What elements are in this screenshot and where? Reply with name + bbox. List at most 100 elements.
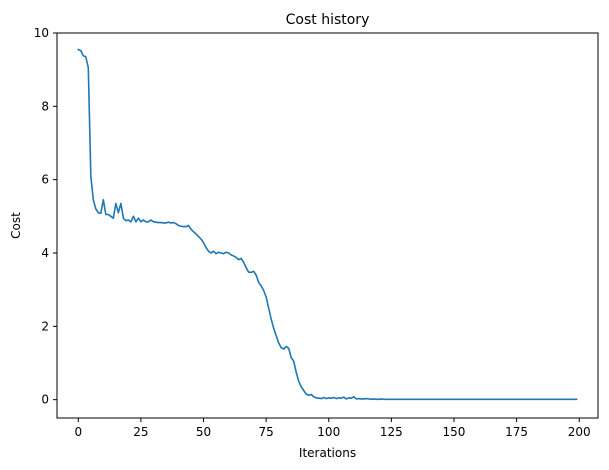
data-point: [212, 250, 215, 252]
data-point: [147, 221, 150, 223]
data-point: [528, 398, 530, 400]
data-point: [105, 213, 107, 216]
data-point: [95, 208, 97, 210]
data-point: [222, 253, 225, 255]
data-point: [190, 228, 192, 230]
data-point: [225, 251, 227, 253]
data-point: [187, 224, 190, 227]
data-point: [373, 398, 375, 400]
data-point: [82, 55, 84, 57]
data-point: [298, 380, 300, 382]
data-point: [370, 398, 372, 400]
data-point: [248, 271, 250, 273]
data-point: [192, 231, 195, 233]
data-point: [107, 213, 109, 216]
x-tick-label: 150: [443, 425, 466, 439]
chart-title: Cost history: [286, 12, 370, 28]
data-point: [232, 255, 235, 257]
data-point: [273, 327, 275, 329]
data-point: [85, 56, 87, 58]
data-point: [368, 398, 370, 400]
data-point: [162, 222, 165, 224]
data-point: [132, 215, 134, 217]
data-point: [385, 398, 387, 400]
data-point: [112, 217, 114, 219]
data-point: [378, 398, 380, 400]
data-point: [197, 235, 200, 238]
data-point: [305, 393, 307, 395]
data-point: [80, 50, 82, 52]
data-point: [195, 233, 197, 235]
data-point: [127, 219, 129, 221]
data-point: [365, 397, 367, 400]
x-tick-label: 25: [133, 425, 148, 439]
data-point: [288, 347, 290, 349]
y-axis-title: Cost: [9, 212, 23, 239]
data-point: [165, 222, 167, 224]
data-point: [278, 342, 280, 344]
data-point: [110, 215, 112, 217]
data-point: [167, 221, 170, 223]
data-point: [122, 217, 124, 219]
y-tick-label: 8: [41, 99, 49, 113]
y-tick-label: 10: [34, 26, 49, 40]
data-point: [350, 397, 352, 399]
plot-area-frame: [56, 32, 599, 419]
data-point: [345, 398, 347, 400]
data-point: [245, 267, 247, 269]
data-point: [240, 257, 242, 260]
data-point: [117, 212, 119, 214]
data-point: [140, 221, 142, 223]
data-point: [185, 226, 187, 228]
data-point: [388, 398, 390, 400]
data-point: [207, 250, 210, 252]
data-point: [330, 397, 332, 399]
data-point: [283, 348, 285, 350]
data-point: [270, 318, 272, 320]
data-point: [230, 254, 232, 256]
data-point: [335, 397, 337, 400]
data-point: [137, 217, 140, 219]
data-point: [130, 221, 132, 223]
data-point: [295, 371, 297, 373]
data-point: [155, 221, 157, 223]
data-point: [172, 221, 175, 224]
data-point: [258, 281, 260, 283]
data-point: [428, 398, 430, 400]
data-point: [360, 398, 362, 400]
data-point: [182, 226, 185, 228]
y-tick-label: 2: [41, 319, 49, 333]
data-point: [92, 199, 94, 201]
x-tick-label: 50: [196, 425, 211, 439]
data-point: [102, 199, 104, 201]
data-point: [363, 398, 365, 400]
data-point: [503, 398, 505, 400]
data-point: [265, 296, 267, 298]
data-point: [338, 397, 340, 399]
data-point: [300, 386, 302, 388]
data-point: [383, 398, 385, 400]
data-point: [553, 398, 555, 400]
data-point: [170, 222, 172, 224]
data-point: [323, 396, 325, 399]
data-point: [205, 246, 207, 249]
data-point: [253, 270, 255, 272]
data-point: [220, 252, 222, 254]
y-tick-label: 0: [41, 393, 49, 407]
data-point: [268, 307, 270, 309]
data-point: [478, 398, 480, 400]
cost-series-line: [77, 48, 578, 401]
data-point: [343, 396, 345, 398]
data-point: [97, 212, 99, 214]
data-point: [318, 397, 320, 399]
x-axis-ticks: 0 25 50 75 100 125 150 175 200: [74, 418, 591, 439]
data-point: [120, 202, 122, 205]
data-point: [175, 223, 177, 225]
data-point: [77, 48, 79, 51]
data-point: [403, 398, 405, 400]
data-point: [180, 225, 182, 227]
data-point: [215, 253, 217, 255]
data-point: [250, 271, 252, 274]
data-point: [348, 397, 350, 399]
